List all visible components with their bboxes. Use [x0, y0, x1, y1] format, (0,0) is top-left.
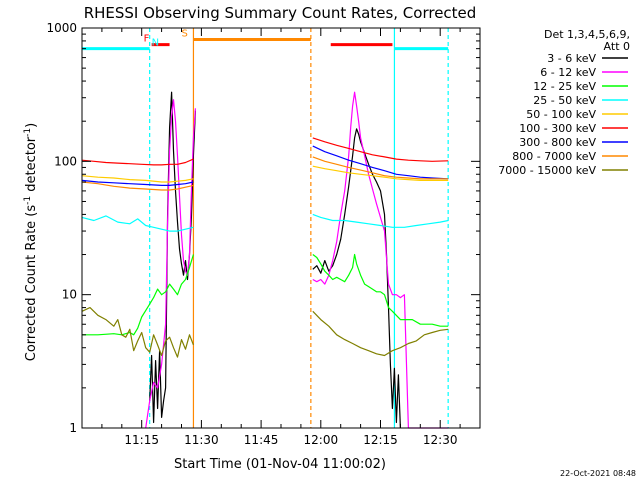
- y-axis-label: Corrected Count Rate (s-1 detector-1): [23, 123, 39, 361]
- series-line-25to50kev: [81, 215, 194, 232]
- legend-header: Att 0: [604, 40, 630, 53]
- legend-label: 300 - 800 keV: [519, 136, 596, 149]
- x-tick-label: 12:15: [363, 433, 398, 447]
- x-tick-label: 11:15: [124, 433, 159, 447]
- series-line-7000to15000kev: [312, 310, 449, 357]
- legend-label: 3 - 6 keV: [547, 52, 596, 65]
- series-line-6to12kev: [145, 99, 196, 429]
- series-line-7000to15000kev: [81, 307, 194, 358]
- series-line-12to25kev: [312, 253, 449, 327]
- series-line-800to7000kev: [81, 181, 194, 191]
- legend-label: 25 - 50 keV: [533, 94, 596, 107]
- flag-label: F: [144, 34, 150, 45]
- x-tick-label: 12:30: [423, 433, 458, 447]
- series-line-800to7000kev: [312, 156, 449, 180]
- legend-header: Det 1,3,4,5,6,9,: [544, 28, 630, 41]
- y-tick-label: 1: [69, 421, 77, 435]
- series-line-6to12kev: [312, 91, 449, 429]
- series-line-12to25kev: [82, 254, 194, 336]
- series-line-100to300kev: [81, 158, 194, 166]
- y-tick-label: 1000: [46, 21, 77, 35]
- chart-title: RHESSI Observing Summary Count Rates, Co…: [84, 4, 477, 22]
- legend-label: 50 - 100 keV: [526, 108, 596, 121]
- x-axis-label: Start Time (01-Nov-04 11:00:02): [174, 457, 386, 472]
- series-line-50to100kev: [81, 175, 194, 183]
- x-tick-label: 12:00: [304, 433, 339, 447]
- y-tick-label: 100: [54, 154, 77, 168]
- series-line-25to50kev: [312, 213, 449, 228]
- x-tick-label: 11:45: [244, 433, 279, 447]
- series-line-50to100kev: [312, 165, 449, 181]
- series-line-300to800kev: [81, 179, 194, 186]
- legend-label: 800 - 7000 keV: [512, 150, 596, 163]
- legend-label: 7000 - 15000 keV: [498, 164, 596, 177]
- footer-timestamp: 22-Oct-2021 08:48: [560, 469, 636, 478]
- series-line-100to300kev: [312, 137, 449, 162]
- series-line-300to800kev: [312, 145, 449, 180]
- legend-label: 12 - 25 keV: [533, 80, 596, 93]
- flag-label: S: [181, 28, 187, 39]
- y-tick-label: 10: [62, 288, 77, 302]
- x-tick-label: 11:30: [184, 433, 219, 447]
- plot-area: [82, 28, 480, 428]
- flag-label: N: [152, 38, 159, 49]
- legend-label: 6 - 12 keV: [540, 66, 596, 79]
- legend-label: 100 - 300 keV: [519, 122, 596, 135]
